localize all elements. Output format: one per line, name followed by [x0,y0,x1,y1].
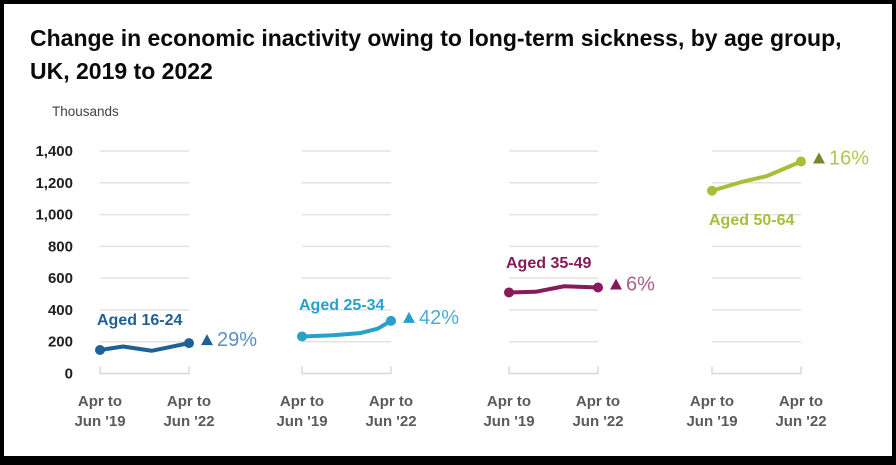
series-label: Aged 16-24 [97,312,182,329]
chart-title: Change in economic inactivity owing to l… [30,25,842,84]
y-tick-label: 1,200 [35,175,73,192]
x-tick-label: Apr to [779,393,823,410]
x-tick-label: Apr to [576,393,620,410]
change-percent-label: 16% [829,147,869,169]
series-line [507,284,600,295]
x-tick-label: Jun '22 [775,413,826,430]
line-chart: 1,400 1,200 1,000 800 600 400 200 0 Apr to Jun '1… [35,143,869,430]
y-tick-label: 800 [48,238,73,255]
change-percent-label: 6% [626,274,655,296]
x-tick-label: Jun '19 [276,413,327,430]
series-point [504,287,514,298]
x-tick-label: Jun '22 [572,413,623,430]
x-axis-bracket [301,366,392,375]
y-tick-label: 600 [48,270,73,287]
series-point [593,282,603,293]
x-axis-bracket [508,366,599,375]
change-percent-label: 29% [217,329,257,351]
x-tick-label: Jun '22 [163,413,214,430]
series-line [300,318,393,339]
series-line [710,159,803,193]
y-tick-label: 0 [65,366,73,383]
series-point [707,185,717,196]
x-tick-label: Apr to [167,393,211,410]
x-tick-label: Apr to [78,393,122,410]
series-line [98,341,191,353]
series-point [184,338,194,349]
series-point [796,156,806,167]
x-tick-label: Apr to [487,393,531,410]
y-tick-label: 400 [48,302,73,319]
series-label: Aged 35-49 [506,255,591,272]
x-tick-label: Apr to [369,393,413,410]
series-label: Aged 50-64 [709,212,794,229]
y-tick-label: 1,400 [35,143,73,160]
y-axis-unit-label: Thousands [52,104,119,119]
increase-triangle-icon [403,311,415,323]
x-axis-bracket [711,366,802,375]
x-tick-label: Jun '22 [365,413,416,430]
x-tick-label: Apr to [280,393,324,410]
series-point [386,315,396,326]
increase-triangle-icon [201,334,213,346]
change-percent-label: 42% [419,307,459,329]
series-label: Aged 25-34 [299,297,384,314]
increase-triangle-icon [610,278,622,290]
series-point [95,344,105,355]
x-tick-label: Jun '19 [74,413,125,430]
y-tick-label: 1,000 [35,207,73,224]
increase-triangle-icon [813,152,825,164]
y-tick-label: 200 [48,334,73,351]
x-tick-label: Apr to [690,393,734,410]
x-axis-bracket [99,366,190,375]
x-tick-label: Jun '19 [483,413,534,430]
series-point [297,331,307,342]
x-tick-label: Jun '19 [686,413,737,430]
